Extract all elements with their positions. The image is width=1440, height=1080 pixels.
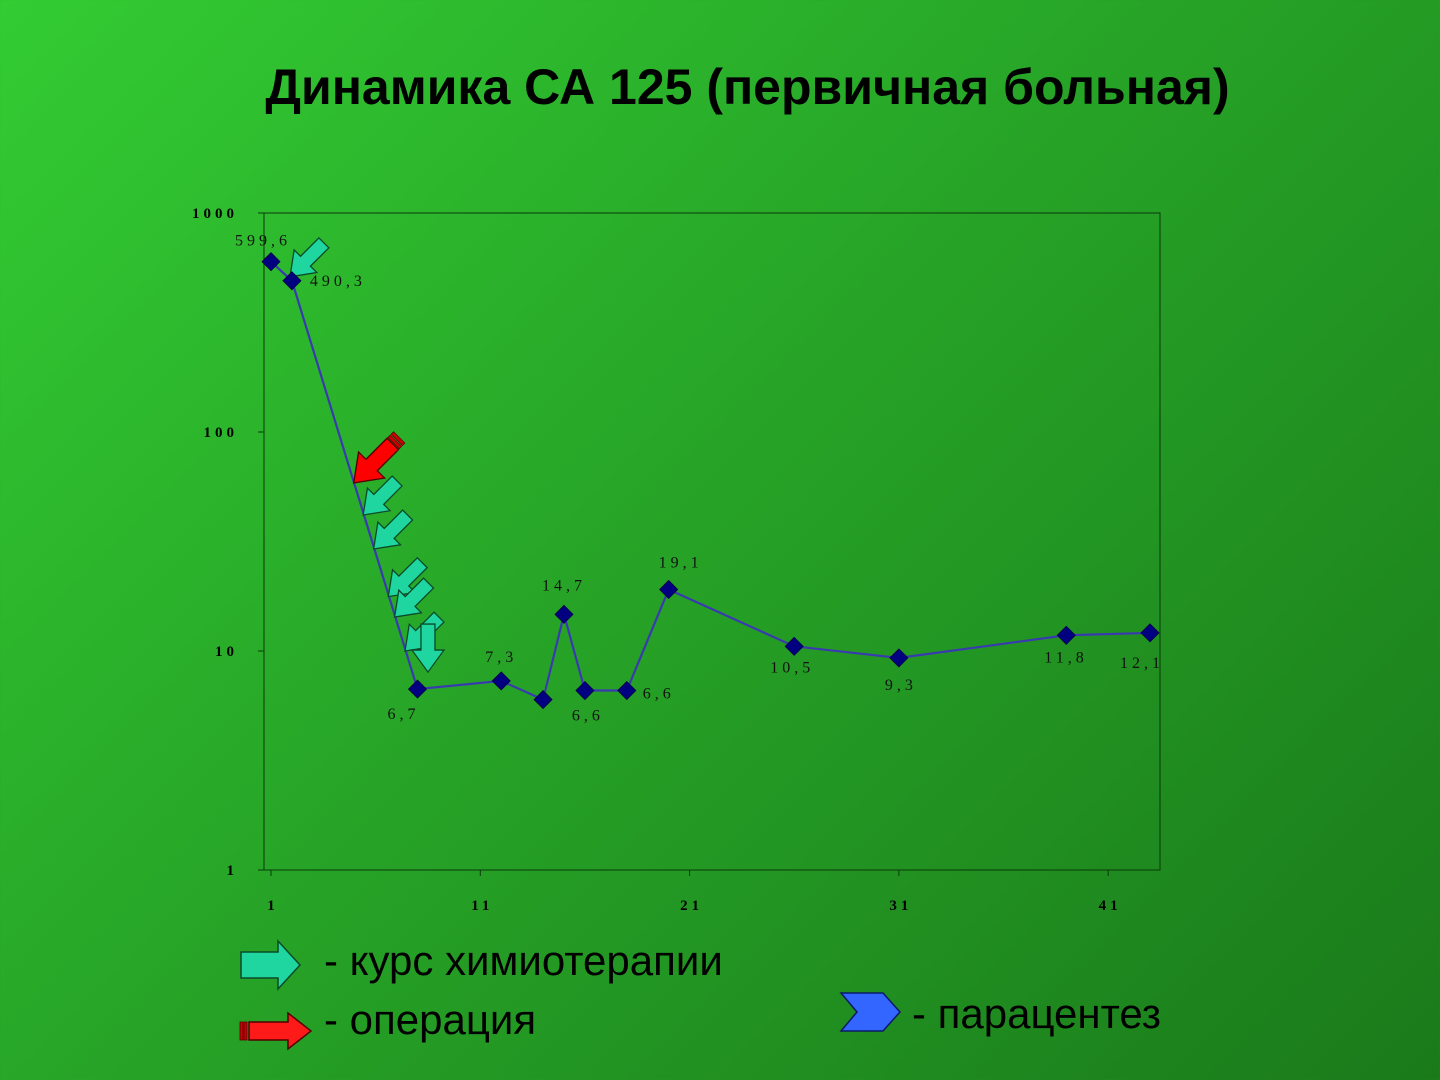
chemotherapy-arrow-icon (410, 623, 446, 674)
data-label: 6,7 (388, 706, 420, 723)
y-tick-label: 10 (215, 644, 238, 660)
chemotherapy-arrow-icon (387, 556, 429, 598)
data-point-marker (554, 604, 574, 624)
page-title: Динамика СА 125 (первичная больная) (265, 59, 1230, 115)
x-axis: 1 11 21 31 41 (267, 870, 1122, 914)
chemotherapy-arrow-icon (372, 509, 414, 550)
data-label: 14,7 (542, 577, 586, 594)
y-tick-label: 1000 (192, 206, 238, 222)
plot-area-frame (263, 212, 1161, 871)
data-point-marker (575, 680, 595, 701)
x-tick-label: 1 (267, 898, 279, 914)
series-line-group (270, 260, 1151, 702)
data-label: 10,5 (770, 659, 814, 676)
x-tick-label: 21 (680, 898, 703, 914)
chemotherapy-arrow-icon (393, 577, 435, 618)
data-label: 12,1 (1120, 655, 1164, 672)
operation-legend-icon (239, 1011, 313, 1051)
data-labels: 599,6 490,3 6,7 7,3 14,7 6,6 6,6 19,1 10,5 9,3 11,… (235, 233, 1164, 725)
y-axis: 1 10 100 1000 (192, 206, 264, 879)
data-point-marker (784, 636, 804, 656)
annotation-arrows (289, 236, 446, 674)
chemo-legend-icon (240, 939, 302, 991)
data-point-marker (659, 579, 679, 600)
data-point-marker (617, 680, 637, 701)
operation-arrow-icon (352, 431, 406, 484)
x-tick-label: 41 (1099, 898, 1122, 914)
data-point-marker (282, 271, 302, 291)
x-tick-label: 11 (471, 898, 493, 914)
data-point-marker (1140, 623, 1160, 643)
data-label: 9,3 (885, 677, 917, 694)
data-label: 6,6 (643, 686, 675, 703)
chemotherapy-arrow-icon (289, 236, 330, 278)
data-label: 11,8 (1044, 649, 1087, 666)
data-point-marker (407, 679, 428, 699)
series-line (270, 260, 1151, 702)
x-tick-label: 31 (889, 898, 912, 914)
data-label: 6,6 (572, 708, 604, 725)
chemo-legend-label: - курс химиотерапии (324, 937, 723, 984)
paracentesis-legend-icon (839, 992, 902, 1032)
paracentesis-legend-label: - парацентез (912, 990, 1162, 1037)
data-label: 7,3 (485, 649, 517, 666)
data-point-marker (889, 648, 909, 668)
data-label: 599,6 (235, 233, 291, 250)
data-point-marker (491, 671, 511, 691)
y-tick-label: 100 (204, 425, 239, 441)
data-point-marker (533, 690, 553, 710)
data-point-marker (1056, 625, 1076, 645)
data-label: 490,3 (310, 273, 366, 290)
data-markers (261, 252, 1160, 710)
data-point-marker (261, 252, 281, 272)
y-tick-label: 1 (227, 863, 239, 879)
operation-legend-label: - операция (324, 996, 537, 1043)
chemotherapy-arrow-icon (362, 475, 403, 516)
data-label: 19,1 (659, 554, 703, 571)
